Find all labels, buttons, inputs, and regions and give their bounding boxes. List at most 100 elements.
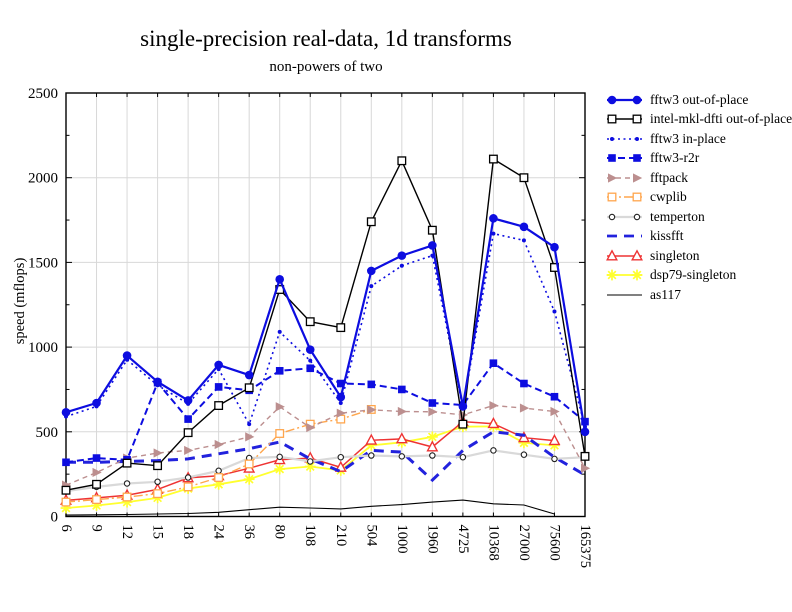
marker-dsp79-singleton bbox=[305, 462, 315, 471]
marker-fftw3-out-of-place bbox=[580, 427, 590, 437]
legend-item-dsp79-singleton: dsp79-singleton bbox=[606, 266, 792, 286]
x-tick-label: 1000 bbox=[394, 525, 410, 554]
x-tick-label: 12 bbox=[119, 525, 135, 540]
marker-fftpack bbox=[397, 406, 408, 417]
x-tick-label: 4725 bbox=[455, 525, 471, 554]
legend-sample bbox=[607, 234, 642, 238]
legend-item-singleton: singleton bbox=[606, 246, 792, 266]
y-tick-label: 2000 bbox=[28, 171, 58, 187]
marker-intel-mkl-dfti-out-of-place bbox=[214, 401, 224, 410]
marker-fftw3-in-place bbox=[308, 358, 313, 363]
marker-fftpack bbox=[581, 463, 591, 473]
marker-fftpack bbox=[519, 403, 530, 413]
marker-fftw3-r2r bbox=[336, 379, 345, 388]
legend-item-fftpack: fftpack bbox=[606, 168, 792, 188]
legend-item-fftw3-in-place: fftw3 in-place bbox=[606, 129, 792, 149]
legend-label: cwplib bbox=[650, 189, 687, 205]
legend-label: singleton bbox=[650, 247, 700, 263]
marker-fftw3-r2r bbox=[275, 367, 284, 375]
marker-temperton bbox=[368, 452, 375, 459]
marker-intel-mkl-dfti-out-of-place bbox=[458, 419, 468, 429]
legend-item-cwplib: cwplib bbox=[606, 188, 792, 208]
marker-fftpack bbox=[153, 448, 163, 458]
series-line-temperton bbox=[65, 449, 586, 493]
marker-intel-mkl-dfti-out-of-place bbox=[397, 156, 407, 166]
marker-cwplib bbox=[275, 429, 285, 438]
legend-sample bbox=[607, 136, 642, 141]
legend-sample bbox=[607, 192, 642, 202]
series-line-intel-mkl-dfti-out-of-place bbox=[65, 157, 586, 491]
legend-item-fftw3-r2r: fftw3-r2r bbox=[606, 149, 792, 169]
marker-fftw3-in-place bbox=[610, 136, 614, 141]
marker-fftw3-out-of-place bbox=[489, 214, 498, 223]
marker-fftw3-out-of-place bbox=[183, 396, 193, 405]
legend-sample bbox=[607, 173, 643, 183]
marker-fftpack bbox=[550, 406, 560, 417]
marker-intel-mkl-dfti-out-of-place bbox=[122, 458, 132, 468]
marker-cwplib bbox=[92, 495, 101, 505]
marker-fftw3-in-place bbox=[399, 263, 404, 268]
marker-cwplib bbox=[244, 459, 254, 469]
marker-intel-mkl-dfti-out-of-place bbox=[427, 225, 437, 235]
marker-fftw3-r2r bbox=[398, 385, 406, 394]
y-tick-label: 500 bbox=[36, 425, 59, 441]
marker-intel-mkl-dfti-out-of-place bbox=[92, 479, 101, 489]
marker-singleton bbox=[395, 432, 408, 444]
marker-singleton bbox=[334, 460, 347, 472]
x-tick-label: 80 bbox=[272, 525, 288, 540]
legend-item-temperton: temperton bbox=[606, 207, 792, 227]
marker-intel-mkl-dfti-out-of-place bbox=[61, 485, 71, 495]
marker-intel-mkl-dfti-out-of-place bbox=[607, 114, 617, 124]
legend-label: fftpack bbox=[650, 169, 688, 185]
marker-fftw3-r2r bbox=[367, 380, 376, 389]
marker-fftw3-r2r bbox=[489, 359, 498, 367]
marker-temperton bbox=[490, 447, 497, 454]
legend-sample bbox=[606, 269, 643, 281]
marker-fftw3-out-of-place bbox=[153, 377, 162, 387]
marker-temperton bbox=[551, 455, 558, 463]
marker-fftw3-out-of-place bbox=[550, 242, 559, 252]
marker-fftw3-in-place bbox=[635, 136, 639, 141]
marker-fftw3-in-place bbox=[491, 231, 496, 236]
marker-fftpack bbox=[184, 445, 194, 456]
marker-fftpack bbox=[92, 467, 102, 478]
marker-fftpack bbox=[214, 439, 224, 450]
marker-temperton bbox=[520, 451, 528, 458]
marker-intel-mkl-dfti-out-of-place bbox=[488, 154, 498, 164]
x-tick-label: 27000 bbox=[516, 525, 532, 561]
x-tick-label: 504 bbox=[363, 525, 379, 548]
series-line-fftpack bbox=[65, 404, 586, 486]
marker-fftw3-in-place bbox=[338, 401, 343, 406]
x-tick-label: 10368 bbox=[485, 525, 501, 561]
marker-fftw3-r2r bbox=[62, 458, 70, 467]
marker-temperton bbox=[459, 453, 467, 461]
marker-fftw3-r2r bbox=[184, 415, 192, 423]
series-line-fftw3-r2r bbox=[65, 361, 586, 464]
x-tick-label: 108 bbox=[302, 525, 318, 547]
series-line-kissfft bbox=[66, 430, 586, 483]
marker-singleton bbox=[548, 433, 561, 446]
marker-fftpack bbox=[275, 402, 285, 412]
marker-fftw3-out-of-place bbox=[632, 95, 642, 105]
marker-cwplib bbox=[122, 492, 132, 502]
marker-cwplib bbox=[632, 192, 642, 202]
marker-fftw3-r2r bbox=[92, 454, 101, 462]
marker-fftw3-in-place bbox=[521, 238, 526, 243]
marker-cwplib bbox=[607, 192, 617, 202]
legend-item-fftw3-out-of-place: fftw3 out-of-place bbox=[606, 90, 792, 110]
marker-fftw3-out-of-place bbox=[122, 351, 132, 360]
legend-label: fftw3 in-place bbox=[650, 130, 726, 146]
marker-fftw3-r2r bbox=[428, 399, 437, 407]
y-tick-label: 1000 bbox=[28, 340, 58, 356]
legend-sample bbox=[607, 213, 642, 221]
marker-fftw3-out-of-place bbox=[214, 360, 223, 370]
marker-temperton bbox=[398, 453, 406, 460]
x-tick-label: 18 bbox=[180, 525, 196, 540]
marker-dsp79-singleton bbox=[275, 464, 285, 474]
x-tick-label: 9 bbox=[89, 525, 105, 532]
legend-label: intel-mkl-dfti out-of-place bbox=[650, 111, 792, 127]
marker-intel-mkl-dfti-out-of-place bbox=[336, 323, 346, 333]
marker-temperton bbox=[608, 213, 616, 221]
